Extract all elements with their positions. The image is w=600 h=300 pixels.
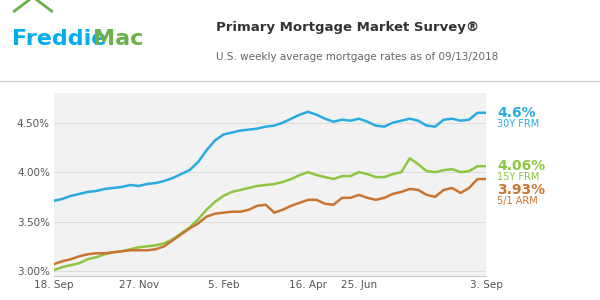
Text: 30Y FRM: 30Y FRM — [497, 119, 539, 129]
Text: 4.06%: 4.06% — [497, 159, 545, 173]
Text: 4.6%: 4.6% — [497, 106, 536, 120]
Text: Freddie: Freddie — [12, 29, 106, 49]
Text: 3.93%: 3.93% — [497, 183, 545, 197]
Text: 5/1 ARM: 5/1 ARM — [497, 196, 538, 206]
Text: Mac: Mac — [93, 29, 143, 49]
Text: 15Y FRM: 15Y FRM — [497, 172, 540, 182]
Text: Primary Mortgage Market Survey®: Primary Mortgage Market Survey® — [216, 20, 479, 34]
Text: U.S. weekly average mortgage rates as of 09/13/2018: U.S. weekly average mortgage rates as of… — [216, 52, 498, 62]
